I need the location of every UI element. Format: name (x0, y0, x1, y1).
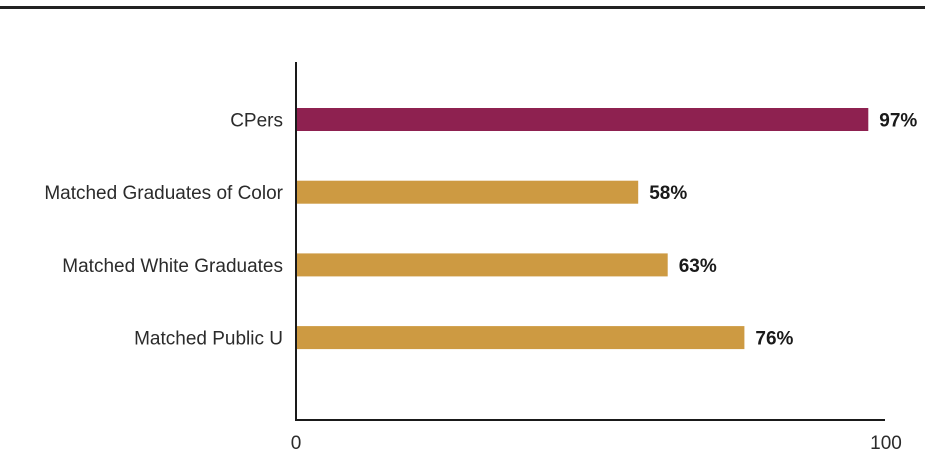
category-label-matched-graduates-of-color: Matched Graduates of Color (44, 183, 283, 204)
category-label-cpers: CPers (230, 111, 283, 132)
value-label-matched-public-u: 76% (755, 329, 793, 350)
value-label-matched-white-graduates: 63% (679, 256, 717, 277)
category-label-matched-white-graduates: Matched White Graduates (62, 256, 283, 277)
x-tick-label-0: 0 (291, 433, 302, 454)
bar-matched-white-graduates (297, 253, 668, 277)
value-label-cpers: 97% (879, 111, 917, 132)
bar-matched-graduates-of-color (297, 180, 639, 204)
bar-cpers (297, 108, 869, 131)
value-label-matched-graduates-of-color: 58% (649, 183, 687, 204)
bars-group: CPers 97% Matched Graduates of Color 58% Mat… (44, 108, 917, 350)
category-label-matched-public-u: Matched Public U (134, 329, 283, 350)
bar-matched-public-u (297, 326, 745, 350)
top-rule (0, 6, 925, 9)
x-tick-labels: 0 100 (291, 433, 902, 454)
x-tick-label-100: 100 (870, 433, 902, 454)
